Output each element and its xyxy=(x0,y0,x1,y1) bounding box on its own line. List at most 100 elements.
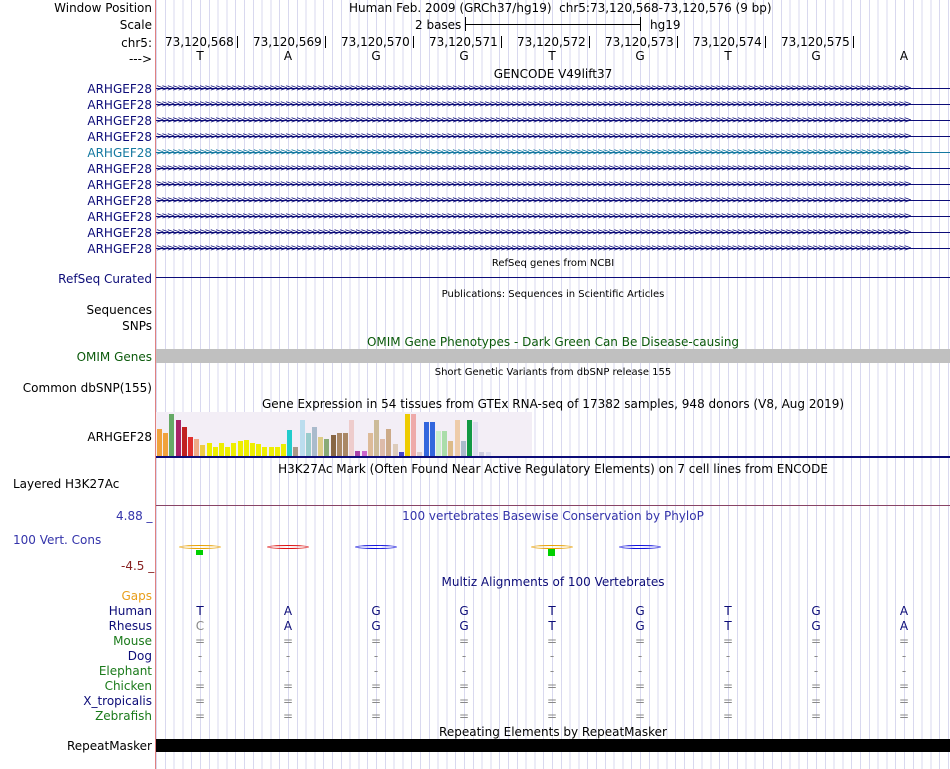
gtex-tissue-bar[interactable] xyxy=(380,439,385,456)
gtex-tissue-bar[interactable] xyxy=(269,447,274,456)
gtex-tissue-bar[interactable] xyxy=(262,447,267,456)
gtex-tissue-bar[interactable] xyxy=(213,447,218,456)
multiz-species-label[interactable]: Human xyxy=(108,604,152,618)
multiz-species-label[interactable]: Dog xyxy=(127,649,152,663)
gencode-transcript-label[interactable]: ARHGEF28 xyxy=(87,130,152,144)
gtex-tissue-bar[interactable] xyxy=(349,420,354,456)
gtex-tissue-bar[interactable] xyxy=(312,427,317,456)
gtex-tissue-bar[interactable] xyxy=(293,447,298,456)
multiz-species-label[interactable]: Mouse xyxy=(113,634,152,648)
gtex-tissue-bar[interactable] xyxy=(368,433,373,456)
gtex-label[interactable]: ARHGEF28 xyxy=(87,430,152,444)
cons-label[interactable]: 100 Vert. Cons xyxy=(13,533,102,547)
gencode-transcript-label[interactable]: ARHGEF28 xyxy=(87,146,152,160)
gtex-tissue-bar[interactable] xyxy=(157,429,162,456)
gtex-tissue-bar[interactable] xyxy=(238,441,243,456)
gencode-transcript-line[interactable]: >>>>>>>>>>>>>>>>>>>>>>>>>>>>>>>>>>>>>>>>… xyxy=(156,226,950,240)
multiz-species-label[interactable]: Rhesus xyxy=(108,619,152,633)
gencode-transcript-line[interactable]: >>>>>>>>>>>>>>>>>>>>>>>>>>>>>>>>>>>>>>>>… xyxy=(156,210,950,224)
gtex-tissue-bar[interactable] xyxy=(442,431,447,456)
cons-score-glyph[interactable] xyxy=(267,545,309,549)
gencode-title[interactable]: GENCODE V49lift37 xyxy=(493,67,613,81)
gtex-tissue-bar[interactable] xyxy=(318,437,323,456)
gtex-tissue-bar[interactable] xyxy=(479,452,484,456)
gtex-tissue-bar[interactable] xyxy=(207,443,212,456)
publications-title[interactable]: Publications: Sequences in Scientific Ar… xyxy=(441,289,665,300)
publications-label-sequences[interactable]: Sequences xyxy=(86,303,152,317)
gencode-transcript-line[interactable]: >>>>>>>>>>>>>>>>>>>>>>>>>>>>>>>>>>>>>>>>… xyxy=(156,194,950,208)
omim-bar[interactable] xyxy=(156,349,950,363)
gtex-tissue-bar[interactable] xyxy=(256,444,261,456)
gencode-transcript-line[interactable]: >>>>>>>>>>>>>>>>>>>>>>>>>>>>>>>>>>>>>>>>… xyxy=(156,114,950,128)
gtex-tissue-bar[interactable] xyxy=(337,433,342,456)
gtex-tissue-bar[interactable] xyxy=(306,433,311,456)
gencode-transcript-line[interactable]: >>>>>>>>>>>>>>>>>>>>>>>>>>>>>>>>>>>>>>>>… xyxy=(156,178,950,192)
dbsnp-title[interactable]: Short Genetic Variants from dbSNP releas… xyxy=(434,367,672,378)
omim-title[interactable]: OMIM Gene Phenotypes - Dark Green Can Be… xyxy=(366,335,740,349)
publications-label-snps[interactable]: SNPs xyxy=(122,319,152,333)
multiz-species-label[interactable]: Elephant xyxy=(98,664,152,678)
gencode-transcript-label[interactable]: ARHGEF28 xyxy=(87,226,152,240)
cons-score-glyph[interactable] xyxy=(179,545,221,549)
cons-score-glyph[interactable] xyxy=(355,545,397,549)
gtex-tissue-bar[interactable] xyxy=(374,420,379,456)
gtex-tissue-bar[interactable] xyxy=(436,431,441,456)
gtex-tissue-bar[interactable] xyxy=(163,433,168,456)
multiz-title[interactable]: Multiz Alignments of 100 Vertebrates xyxy=(441,575,665,589)
multiz-species-label[interactable]: Zebrafish xyxy=(95,709,152,723)
repeatmasker-title[interactable]: Repeating Elements by RepeatMasker xyxy=(439,725,667,739)
gencode-transcript-line[interactable]: >>>>>>>>>>>>>>>>>>>>>>>>>>>>>>>>>>>>>>>>… xyxy=(156,130,950,144)
gencode-transcript-line[interactable]: >>>>>>>>>>>>>>>>>>>>>>>>>>>>>>>>>>>>>>>>… xyxy=(156,162,950,176)
gtex-tissue-bar[interactable] xyxy=(430,422,435,456)
gtex-tissue-bar[interactable] xyxy=(411,414,416,456)
gtex-tissue-bar[interactable] xyxy=(225,447,230,456)
gtex-tissue-bar[interactable] xyxy=(275,447,280,456)
dbsnp-label[interactable]: Common dbSNP(155) xyxy=(22,381,152,395)
cons-title[interactable]: 100 vertebrates Basewise Conservation by… xyxy=(402,509,704,523)
repeatmasker-label[interactable]: RepeatMasker xyxy=(66,739,152,753)
gtex-tissue-bar[interactable] xyxy=(461,441,466,456)
multiz-species-label[interactable]: X_tropicalis xyxy=(83,694,152,708)
gtex-tissue-bar[interactable] xyxy=(182,427,187,456)
gtex-tissue-bar[interactable] xyxy=(281,444,286,456)
gtex-tissue-bar[interactable] xyxy=(417,452,422,456)
gencode-transcript-line[interactable]: >>>>>>>>>>>>>>>>>>>>>>>>>>>>>>>>>>>>>>>>… xyxy=(156,98,950,112)
refseq-title[interactable]: RefSeq genes from NCBI xyxy=(491,258,615,269)
gtex-tissue-bar[interactable] xyxy=(405,414,410,456)
gtex-tissue-bar[interactable] xyxy=(287,430,292,456)
gtex-tissue-bar[interactable] xyxy=(424,422,429,456)
gtex-tissue-bar[interactable] xyxy=(455,420,460,456)
gtex-tissue-bar[interactable] xyxy=(331,435,336,456)
refseq-label[interactable]: RefSeq Curated xyxy=(58,272,152,286)
gtex-tissue-bar[interactable] xyxy=(188,437,193,456)
h3k27ac-title[interactable]: H3K27Ac Mark (Often Found Near Active Re… xyxy=(278,462,828,476)
gencode-transcript-label[interactable]: ARHGEF28 xyxy=(87,242,152,256)
gencode-transcript-label[interactable]: ARHGEF28 xyxy=(87,210,152,224)
gencode-transcript-line[interactable]: >>>>>>>>>>>>>>>>>>>>>>>>>>>>>>>>>>>>>>>>… xyxy=(156,146,950,160)
gencode-transcript-label[interactable]: ARHGEF28 xyxy=(87,114,152,128)
gtex-tissue-bar[interactable] xyxy=(176,420,181,456)
gencode-transcript-label[interactable]: ARHGEF28 xyxy=(87,98,152,112)
h3k27ac-label[interactable]: Layered H3K27Ac xyxy=(13,477,120,491)
omim-label[interactable]: OMIM Genes xyxy=(76,350,152,364)
gtex-title[interactable]: Gene Expression in 54 tissues from GTEx … xyxy=(261,397,845,411)
gtex-tissue-bar[interactable] xyxy=(169,414,174,456)
gtex-tissue-bar[interactable] xyxy=(386,429,391,456)
cons-score-glyph[interactable] xyxy=(619,545,661,549)
gtex-tissue-bar[interactable] xyxy=(219,443,224,456)
gencode-transcript-label[interactable]: ARHGEF28 xyxy=(87,194,152,208)
gencode-transcript-label[interactable]: ARHGEF28 xyxy=(87,178,152,192)
repeatmasker-bar[interactable] xyxy=(156,739,950,752)
gtex-tissue-bar[interactable] xyxy=(231,443,236,456)
gaps-label[interactable]: Gaps xyxy=(121,589,152,603)
gencode-transcript-line[interactable]: >>>>>>>>>>>>>>>>>>>>>>>>>>>>>>>>>>>>>>>>… xyxy=(156,82,950,96)
gtex-tissue-bar[interactable] xyxy=(448,441,453,456)
gtex-tissue-bar[interactable] xyxy=(343,433,348,456)
gtex-tissue-bar[interactable] xyxy=(194,439,199,456)
gtex-tissue-bar[interactable] xyxy=(200,445,205,456)
gtex-tissue-bar[interactable] xyxy=(467,420,472,456)
gtex-tissue-bar[interactable] xyxy=(362,451,367,456)
gtex-tissue-bar[interactable] xyxy=(300,420,305,456)
gtex-tissue-bar[interactable] xyxy=(244,440,249,456)
